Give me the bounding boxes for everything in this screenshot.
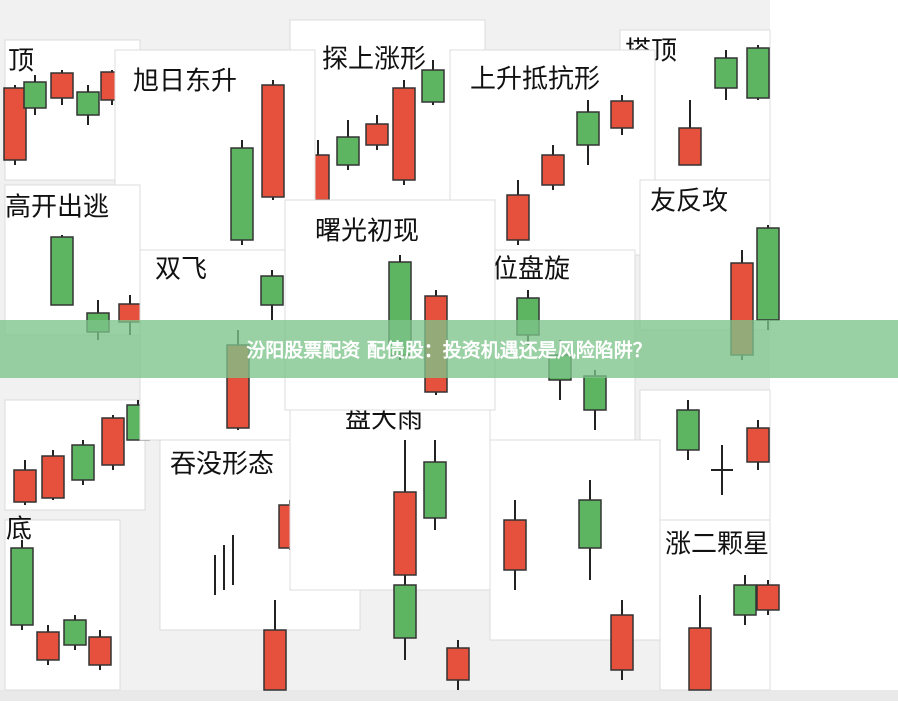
card-label: 友反攻: [650, 187, 728, 217]
candle-body: [676, 409, 700, 451]
candle-body: [10, 547, 34, 626]
candle-body: [610, 614, 634, 671]
candle-body: [506, 194, 530, 241]
candle-body: [50, 236, 74, 306]
candle-body: [13, 469, 37, 503]
candle-body: [541, 154, 565, 186]
banner: [0, 320, 898, 378]
candle-body: [393, 491, 417, 576]
card-label: 上升抵抗形: [470, 65, 600, 95]
card-label: 涨二颗星: [665, 530, 769, 560]
card-label: 位盘旋: [492, 255, 570, 285]
candle-body: [446, 647, 470, 681]
candle-body: [756, 227, 780, 321]
candle-body: [714, 57, 738, 89]
candle-body: [71, 444, 95, 481]
candle-body: [365, 123, 389, 146]
candle-body: [3, 87, 27, 161]
candle-body: [423, 461, 447, 519]
card-label: 探上涨形: [322, 45, 426, 75]
candle-body: [756, 584, 780, 611]
candle-body: [50, 72, 74, 99]
candle-body: [583, 375, 607, 411]
candle-body: [746, 47, 770, 99]
candle-body: [88, 636, 112, 666]
candle-body: [76, 91, 100, 116]
card-label: 吞没形态: [170, 450, 274, 480]
candle-body: [576, 111, 600, 146]
candle-body: [230, 147, 254, 241]
candle-body: [260, 275, 284, 306]
candle-body: [688, 627, 712, 691]
candle-body: [101, 417, 125, 466]
candle-body: [733, 584, 757, 616]
card-label: 曙光初现: [315, 217, 419, 247]
candle-body: [746, 427, 770, 463]
candle-body: [578, 499, 602, 549]
candle-body: [118, 303, 142, 323]
candle-body: [421, 69, 445, 103]
candle-body: [393, 584, 417, 639]
card-label: 旭日东升: [133, 67, 237, 97]
card: [289, 399, 491, 591]
candle-body: [261, 84, 285, 198]
candle-body: [610, 100, 634, 129]
card-label: 双飞: [155, 255, 207, 285]
candle-body: [23, 81, 47, 109]
candle-body: [263, 629, 287, 691]
candle-body: [63, 619, 87, 646]
candle-body: [36, 631, 60, 661]
banner-title: 汾阳股票配资 配债股：投资机遇还是风险陷阱？: [246, 339, 652, 362]
candle-body: [336, 136, 360, 166]
bottom-strip: [0, 690, 898, 701]
candle-body: [392, 87, 416, 181]
card-label: 顶: [8, 47, 34, 77]
card-label: 高开出逃: [5, 193, 109, 223]
card-label: 底: [6, 515, 32, 545]
candle-body: [41, 455, 65, 499]
candle-body: [503, 519, 527, 571]
candle-body: [678, 127, 702, 166]
